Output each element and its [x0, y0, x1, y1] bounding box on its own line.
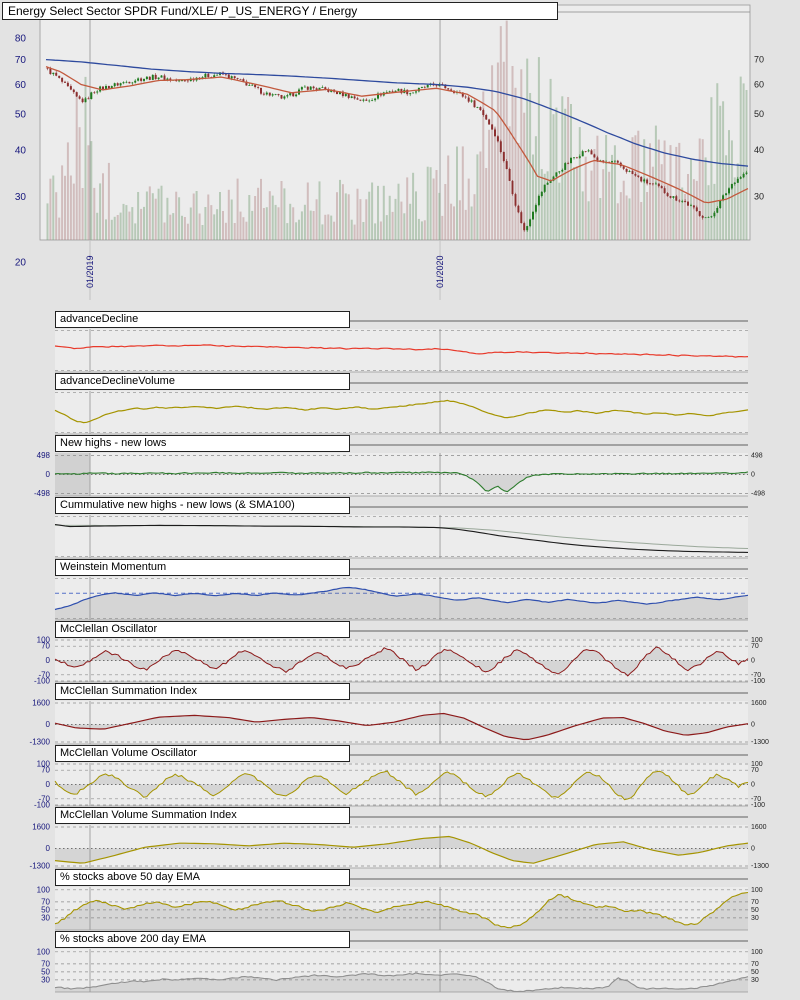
svg-text:70: 70: [41, 959, 50, 968]
svg-text:-100: -100: [34, 801, 51, 810]
svg-text:-498: -498: [751, 491, 765, 498]
svg-text:-100: -100: [34, 677, 51, 686]
svg-text:50: 50: [15, 109, 27, 120]
svg-text:0: 0: [751, 722, 755, 729]
panel-label-5[interactable]: McClellan Oscillator: [55, 621, 350, 638]
panel-label-6[interactable]: McClellan Summation Index: [55, 683, 350, 700]
svg-text:-498: -498: [34, 489, 51, 498]
svg-text:1600: 1600: [32, 699, 50, 708]
svg-text:0: 0: [751, 658, 755, 665]
svg-text:70: 70: [751, 899, 759, 906]
svg-text:40: 40: [15, 146, 27, 157]
svg-text:0: 0: [46, 720, 51, 729]
svg-text:30: 30: [41, 975, 50, 984]
panel-label-1[interactable]: advanceDeclineVolume: [55, 373, 350, 390]
svg-text:498: 498: [37, 451, 51, 460]
svg-text:50: 50: [754, 109, 764, 119]
svg-text:1600: 1600: [751, 824, 767, 831]
svg-text:50: 50: [751, 969, 759, 976]
svg-text:70: 70: [41, 766, 50, 775]
svg-text:60: 60: [15, 80, 27, 91]
svg-text:-70: -70: [38, 794, 50, 803]
svg-text:100: 100: [37, 947, 51, 956]
svg-text:70: 70: [751, 961, 759, 968]
svg-text:70: 70: [41, 642, 50, 651]
svg-text:60: 60: [754, 80, 764, 90]
svg-text:-70: -70: [751, 796, 761, 803]
svg-text:20: 20: [15, 258, 27, 269]
panel-label-9[interactable]: % stocks above 50 day EMA: [55, 869, 350, 886]
svg-text:0: 0: [751, 472, 755, 479]
svg-text:50: 50: [751, 907, 759, 914]
panel-4[interactable]: [54, 568, 749, 621]
panel-label-2[interactable]: New highs - new lows: [55, 435, 350, 452]
svg-text:70: 70: [751, 767, 759, 774]
svg-text:80: 80: [15, 34, 27, 45]
svg-text:01/2019: 01/2019: [85, 255, 95, 288]
svg-text:100: 100: [751, 887, 763, 894]
svg-text:70: 70: [41, 897, 50, 906]
svg-text:0: 0: [46, 780, 51, 789]
svg-text:70: 70: [15, 55, 27, 66]
svg-text:30: 30: [15, 192, 27, 203]
svg-text:01/2020: 01/2020: [435, 255, 445, 288]
chart-title[interactable]: Energy Select Sector SPDR Fund/XLE/ P_US…: [2, 2, 558, 20]
svg-text:-70: -70: [751, 672, 761, 679]
svg-text:0: 0: [46, 844, 51, 853]
svg-text:100: 100: [37, 760, 51, 769]
panel-label-3[interactable]: Cummulative new highs - new lows (& SMA1…: [55, 497, 350, 514]
svg-text:100: 100: [751, 637, 763, 644]
svg-text:0: 0: [751, 846, 755, 853]
panel-label-0[interactable]: advanceDecline: [55, 311, 350, 328]
panel-2[interactable]: 498 498 0 0 -498 -498: [34, 444, 765, 498]
svg-text:1600: 1600: [751, 700, 767, 707]
svg-text:50: 50: [41, 967, 50, 976]
panel-0[interactable]: [54, 320, 749, 373]
svg-text:100: 100: [37, 885, 51, 894]
panel-6[interactable]: 1600 1600 0 0 -1300 -1300: [30, 692, 769, 747]
panel-label-4[interactable]: Weinstein Momentum: [55, 559, 350, 576]
svg-text:498: 498: [751, 452, 763, 459]
svg-text:50: 50: [41, 905, 50, 914]
svg-text:100: 100: [751, 949, 763, 956]
svg-text:-1300: -1300: [751, 739, 769, 746]
panel-label-7[interactable]: McClellan Volume Oscillator: [55, 745, 350, 762]
panel-1[interactable]: [54, 382, 749, 435]
svg-text:0: 0: [751, 782, 755, 789]
svg-text:30: 30: [754, 192, 764, 202]
svg-text:30: 30: [751, 977, 759, 984]
svg-text:0: 0: [46, 656, 51, 665]
svg-text:100: 100: [751, 761, 763, 768]
panel-label-10[interactable]: % stocks above 200 day EMA: [55, 931, 350, 948]
panel-8[interactable]: 1600 1600 0 0 -1300 -1300: [30, 816, 769, 871]
svg-text:30: 30: [41, 913, 50, 922]
svg-text:0: 0: [46, 470, 51, 479]
svg-text:1600: 1600: [32, 823, 50, 832]
svg-text:40: 40: [754, 145, 764, 155]
svg-text:-70: -70: [38, 670, 50, 679]
svg-text:30: 30: [751, 915, 759, 922]
svg-text:70: 70: [754, 55, 764, 65]
panel-label-8[interactable]: McClellan Volume Summation Index: [55, 807, 350, 824]
svg-text:-1300: -1300: [30, 738, 51, 747]
svg-text:-1300: -1300: [751, 863, 769, 870]
svg-text:-100: -100: [751, 678, 765, 685]
svg-text:-1300: -1300: [30, 862, 51, 871]
panel-3[interactable]: [54, 506, 749, 559]
svg-text:100: 100: [37, 636, 51, 645]
svg-text:70: 70: [751, 643, 759, 650]
svg-text:-100: -100: [751, 802, 765, 809]
